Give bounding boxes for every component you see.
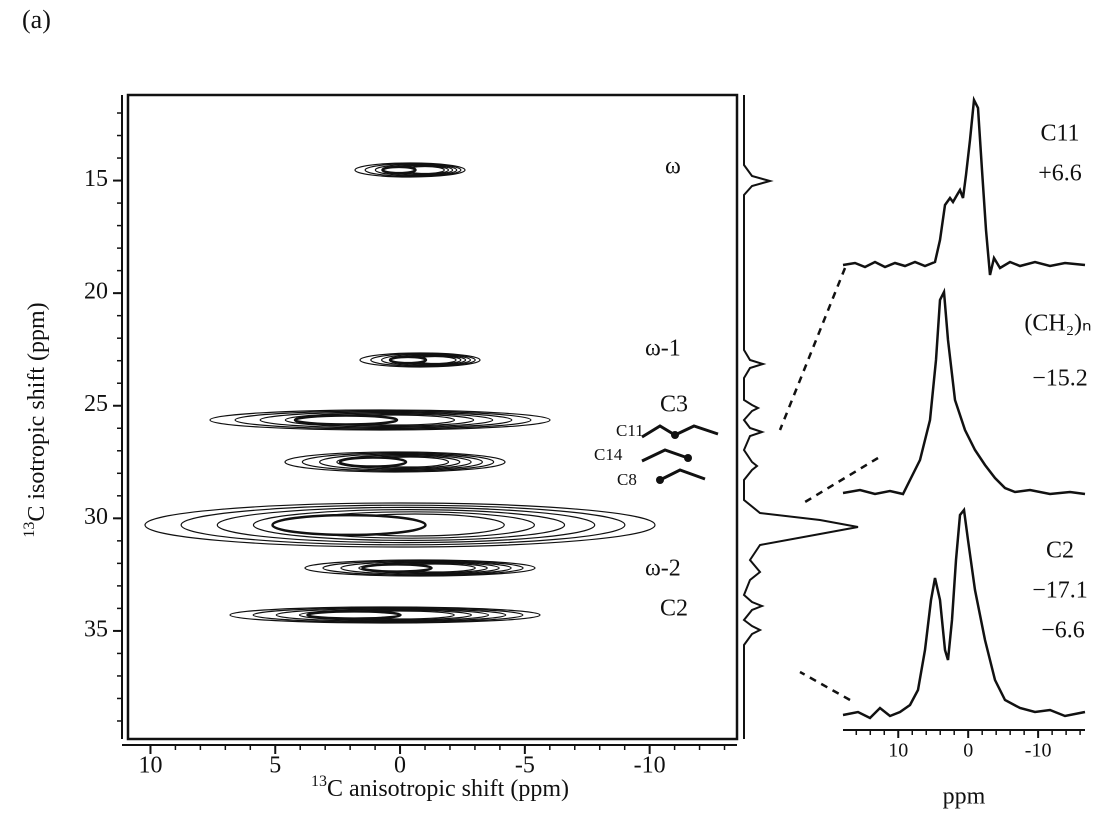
slice-value: −15.2 bbox=[1032, 366, 1088, 392]
slice-name: C2 bbox=[1046, 538, 1074, 564]
contour bbox=[216, 506, 596, 544]
slice-x-tick-label: -10 bbox=[1025, 740, 1052, 762]
contour bbox=[359, 352, 481, 368]
plot-frame bbox=[126, 93, 739, 741]
contour bbox=[229, 606, 541, 624]
contours bbox=[144, 162, 656, 624]
peak-label: C2 bbox=[660, 596, 688, 622]
peak-label: ω-1 bbox=[645, 336, 681, 362]
peak-label: ω-2 bbox=[645, 556, 681, 582]
slice-axis-label: ppm bbox=[943, 784, 986, 810]
x-axis-label: 13C anisotropic shift (ppm) bbox=[311, 773, 569, 802]
contour-core bbox=[388, 355, 428, 365]
contour-core bbox=[306, 610, 402, 620]
contour bbox=[275, 607, 507, 622]
projection-trace bbox=[742, 95, 859, 739]
contour-core bbox=[338, 456, 408, 468]
contour bbox=[284, 412, 494, 428]
x-tick-label: 10 bbox=[138, 753, 162, 779]
peak-label: C3 bbox=[660, 392, 688, 418]
x-tick-label: -10 bbox=[634, 753, 666, 779]
contour bbox=[234, 410, 532, 430]
slice-x-tick-label: 0 bbox=[963, 740, 973, 762]
slice-name: C11 bbox=[1040, 121, 1079, 147]
y-tick-label: 35 bbox=[84, 616, 108, 642]
contour bbox=[319, 453, 484, 471]
contour bbox=[252, 509, 566, 542]
contour bbox=[180, 504, 626, 546]
contour-core bbox=[271, 513, 427, 537]
contour bbox=[340, 560, 512, 575]
peak-label: C11 bbox=[616, 421, 644, 440]
contour bbox=[374, 163, 458, 177]
y-tick-label: 30 bbox=[84, 504, 108, 530]
y-tick-label: 25 bbox=[84, 391, 108, 417]
slice-spectra bbox=[842, 95, 1086, 720]
contour bbox=[144, 502, 656, 548]
contour bbox=[298, 608, 490, 622]
contour-core bbox=[381, 165, 417, 175]
y-axis-label: 13C isotropic shift (ppm) bbox=[21, 302, 50, 537]
slice-value: −6.6 bbox=[1041, 618, 1085, 644]
x-tick-label: -5 bbox=[515, 753, 535, 779]
x-tick-label: 0 bbox=[394, 753, 406, 779]
contour-core bbox=[293, 414, 399, 426]
contour bbox=[381, 353, 472, 367]
contour bbox=[358, 561, 500, 575]
molecule-icons bbox=[641, 424, 719, 482]
peak-label: C8 bbox=[617, 470, 637, 489]
connector-lines bbox=[778, 267, 879, 702]
contour bbox=[336, 454, 472, 470]
peak-label: ω bbox=[665, 154, 681, 180]
slice-name: (CH₂)ₙ bbox=[1024, 311, 1091, 337]
slice-value: −17.1 bbox=[1032, 578, 1088, 604]
contour bbox=[284, 451, 506, 473]
contour bbox=[209, 409, 551, 431]
molecule-dots bbox=[656, 431, 692, 484]
contour bbox=[370, 353, 476, 367]
contour bbox=[304, 559, 536, 577]
contour bbox=[322, 560, 524, 576]
peak-label: C14 bbox=[594, 445, 623, 464]
contour bbox=[301, 452, 495, 472]
contour bbox=[364, 163, 462, 177]
slice-x-tick-label: 10 bbox=[888, 740, 908, 762]
contour bbox=[252, 607, 524, 623]
contour-core bbox=[361, 563, 433, 573]
panel-label: (a) bbox=[22, 5, 51, 34]
y-tick-label: 15 bbox=[84, 166, 108, 192]
contour bbox=[259, 411, 513, 429]
y-tick-label: 20 bbox=[84, 279, 108, 305]
contour bbox=[354, 162, 466, 178]
slice-value: +6.6 bbox=[1038, 161, 1082, 187]
x-tick-label: 5 bbox=[269, 753, 281, 779]
